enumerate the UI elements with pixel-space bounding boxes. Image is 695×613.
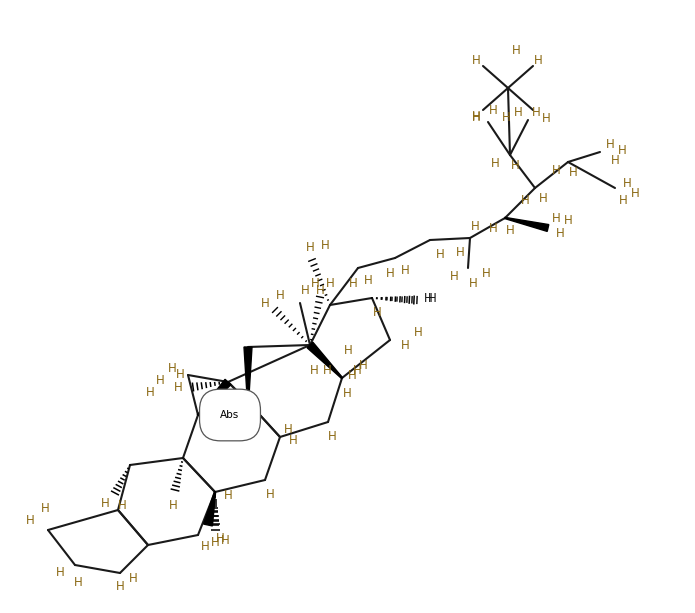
Text: H: H bbox=[146, 386, 154, 398]
Text: H: H bbox=[215, 531, 224, 544]
Text: H: H bbox=[427, 292, 436, 305]
Text: H: H bbox=[471, 219, 480, 232]
Text: H: H bbox=[552, 164, 560, 177]
Text: H: H bbox=[482, 267, 491, 280]
Text: H: H bbox=[400, 264, 409, 276]
Text: H: H bbox=[174, 381, 182, 394]
Text: H: H bbox=[261, 297, 270, 310]
Text: H: H bbox=[115, 581, 124, 593]
Text: H: H bbox=[211, 536, 220, 549]
Text: H: H bbox=[386, 267, 394, 280]
Text: H: H bbox=[414, 326, 423, 338]
Text: H: H bbox=[472, 110, 480, 123]
Text: H: H bbox=[352, 364, 361, 376]
Text: H: H bbox=[400, 338, 409, 351]
Polygon shape bbox=[307, 342, 343, 378]
Text: H: H bbox=[623, 177, 631, 189]
Text: H: H bbox=[74, 576, 83, 590]
Text: H: H bbox=[169, 498, 177, 511]
Text: H: H bbox=[373, 305, 382, 319]
Text: H: H bbox=[555, 226, 564, 240]
Text: H: H bbox=[26, 514, 34, 527]
Polygon shape bbox=[197, 379, 231, 416]
Text: H: H bbox=[343, 343, 352, 357]
Text: H: H bbox=[512, 44, 521, 56]
Text: H: H bbox=[450, 270, 459, 283]
Text: H: H bbox=[424, 292, 432, 305]
Text: H: H bbox=[265, 487, 275, 500]
Text: H: H bbox=[101, 497, 109, 509]
Text: H: H bbox=[359, 359, 368, 371]
Text: H: H bbox=[436, 248, 444, 261]
Text: H: H bbox=[349, 276, 357, 289]
Text: H: H bbox=[301, 283, 309, 297]
Text: H: H bbox=[276, 289, 284, 302]
Text: H: H bbox=[552, 211, 560, 224]
Text: H: H bbox=[532, 105, 541, 118]
Polygon shape bbox=[505, 218, 549, 232]
Text: H: H bbox=[489, 221, 498, 235]
Text: H: H bbox=[348, 368, 357, 381]
Text: H: H bbox=[514, 105, 523, 118]
Text: H: H bbox=[40, 501, 49, 514]
Text: H: H bbox=[541, 112, 550, 124]
Text: H: H bbox=[288, 433, 297, 446]
Text: H: H bbox=[468, 276, 477, 289]
Text: H: H bbox=[316, 283, 325, 297]
Text: H: H bbox=[343, 387, 352, 400]
Text: H: H bbox=[564, 213, 573, 226]
Text: H: H bbox=[569, 166, 578, 178]
Text: H: H bbox=[156, 373, 165, 387]
Text: H: H bbox=[456, 245, 464, 259]
Text: H: H bbox=[491, 156, 500, 170]
Text: H: H bbox=[306, 240, 314, 254]
Text: H: H bbox=[322, 364, 332, 376]
Text: H: H bbox=[231, 400, 240, 414]
Text: H: H bbox=[618, 143, 626, 156]
Polygon shape bbox=[244, 347, 252, 402]
Text: H: H bbox=[630, 186, 639, 199]
Text: H: H bbox=[320, 238, 329, 251]
Text: Abs: Abs bbox=[220, 410, 240, 420]
Text: H: H bbox=[117, 498, 126, 511]
Text: H: H bbox=[521, 194, 530, 207]
Text: H: H bbox=[176, 368, 184, 381]
Text: H: H bbox=[167, 362, 177, 375]
Text: H: H bbox=[201, 541, 209, 554]
Text: H: H bbox=[327, 430, 336, 443]
Polygon shape bbox=[204, 492, 215, 526]
Text: H: H bbox=[506, 224, 514, 237]
Text: H: H bbox=[310, 364, 318, 376]
Text: H: H bbox=[224, 489, 232, 501]
Text: H: H bbox=[502, 110, 510, 123]
Text: H: H bbox=[229, 400, 238, 414]
Text: H: H bbox=[511, 159, 519, 172]
Text: H: H bbox=[284, 422, 293, 435]
Text: H: H bbox=[489, 104, 498, 116]
Text: H: H bbox=[534, 53, 542, 66]
Text: H: H bbox=[619, 194, 628, 207]
Text: H: H bbox=[472, 110, 480, 123]
Text: H: H bbox=[220, 533, 229, 547]
Text: H: H bbox=[56, 566, 65, 579]
Text: H: H bbox=[472, 53, 480, 66]
Text: H: H bbox=[605, 137, 614, 151]
Text: H: H bbox=[539, 191, 548, 205]
Text: H: H bbox=[363, 273, 373, 286]
Text: H: H bbox=[311, 276, 320, 289]
Text: H: H bbox=[326, 276, 334, 289]
Text: H: H bbox=[611, 153, 619, 167]
Text: H: H bbox=[129, 571, 138, 585]
